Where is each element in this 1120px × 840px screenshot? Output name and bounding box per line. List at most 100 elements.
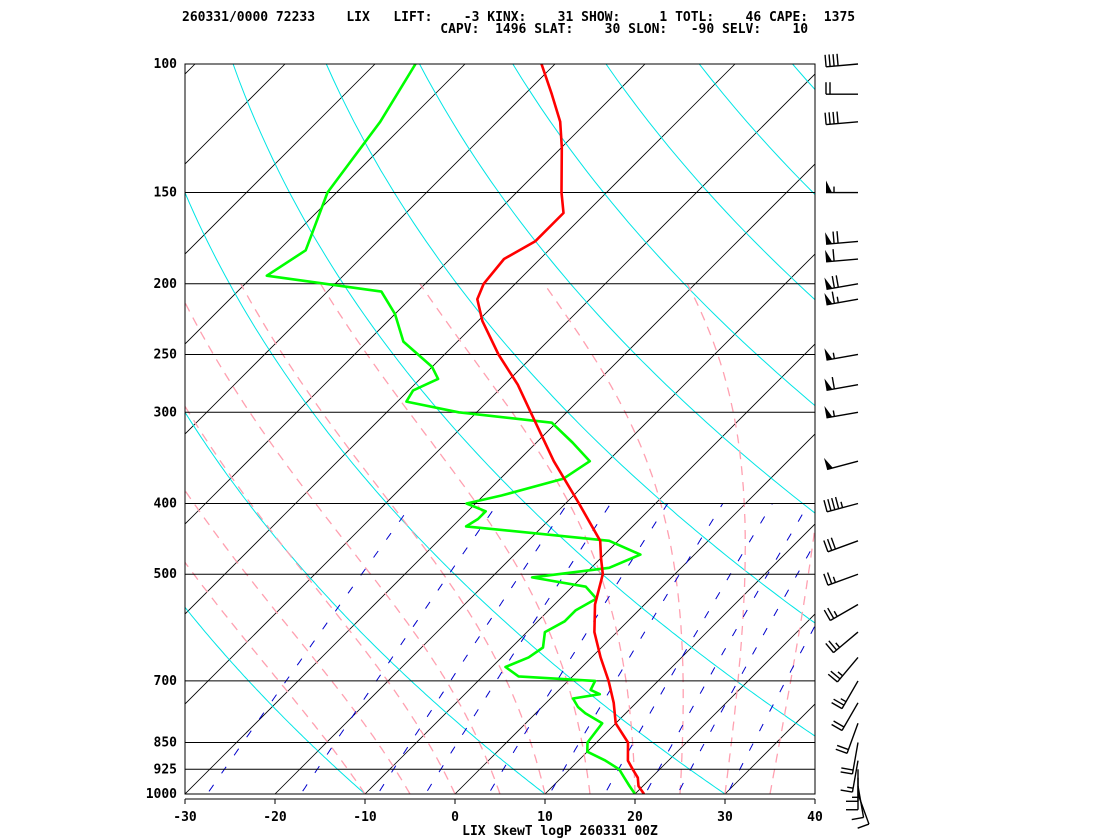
wind-barb	[824, 291, 859, 306]
wind-barb-half-flag	[837, 671, 844, 677]
wind-barb	[826, 180, 858, 194]
wind-barb-flag	[831, 376, 836, 390]
pressure-tick-label: 150	[154, 186, 178, 201]
wind-barb	[846, 769, 859, 802]
wind-barb-flag	[836, 53, 839, 66]
temperature-tick-label: 0	[451, 810, 459, 825]
wind-barb-flag	[823, 573, 829, 586]
mixing-ratio-line	[726, 624, 815, 794]
moist-adiabat-line	[185, 301, 501, 794]
wind-barb	[857, 793, 870, 829]
wind-barb-flag	[826, 572, 833, 585]
chart-profiles	[265, 64, 646, 794]
isotherm-line	[185, 64, 466, 345]
moist-adiabat-line	[543, 283, 684, 794]
wind-barb-half-flag	[832, 352, 836, 359]
mixing-ratio-line	[644, 503, 810, 794]
dry-adiabat-line	[185, 191, 726, 794]
wind-barb-flag	[828, 54, 831, 67]
pressure-tick-label: 1000	[146, 787, 177, 802]
chart-footer: LIX SkewT logP 260331 00Z	[462, 824, 658, 839]
wind-barb-half-flag	[835, 642, 841, 648]
pressure-tick-label: 850	[154, 735, 178, 750]
wind-barb	[824, 111, 859, 126]
chart-grid	[0, 48, 815, 810]
isotherm-line	[185, 64, 646, 525]
wind-barb-staff	[846, 723, 859, 754]
wind-barb-staff	[826, 384, 859, 391]
wind-barb	[824, 406, 859, 419]
moist-adiabat-line	[769, 522, 815, 794]
wind-barb-flag	[825, 642, 835, 654]
wind-barb-pennant	[824, 378, 833, 391]
wind-barb-staff	[826, 411, 859, 419]
temperature-tick-label: 20	[627, 810, 643, 825]
wind-barb	[831, 702, 859, 732]
wind-barb	[825, 82, 858, 95]
mixing-ratio-line	[676, 541, 815, 794]
dry-adiabat-line	[791, 64, 815, 91]
wind-barb-flag	[836, 231, 839, 244]
wind-barb	[823, 457, 859, 471]
wind-barb-flag	[823, 540, 829, 553]
wind-barb-flag	[827, 498, 832, 511]
moist-adiabat-line	[419, 283, 636, 794]
wind-barb	[825, 231, 859, 245]
isotherm-line	[454, 433, 815, 794]
isotherm-line	[0, 48, 121, 810]
dewpoint-profile-line	[265, 64, 642, 794]
wind-barb-staff	[827, 573, 859, 586]
wind-barb-flag	[833, 698, 845, 706]
wind-barb-pennant	[826, 180, 832, 193]
isotherm-line	[185, 64, 736, 615]
wind-barb-staff	[841, 680, 859, 709]
wind-barb	[835, 723, 859, 754]
wind-barb	[823, 603, 859, 622]
wind-barb-pennant	[823, 457, 833, 470]
wind-barb-flag	[832, 111, 835, 124]
wind-barb-flag	[832, 231, 835, 244]
pressure-tick-label: 250	[154, 347, 178, 362]
dry-adiabat-line	[698, 64, 815, 196]
wind-barb-flag	[851, 816, 864, 821]
wind-barb-flag	[824, 112, 827, 125]
wind-barb-flag	[836, 744, 849, 751]
wind-barb-half-flag	[832, 410, 836, 417]
wind-barb-staff	[827, 540, 859, 553]
mixing-ratio-line	[206, 503, 413, 794]
wind-barb	[824, 275, 859, 290]
wind-barb-staff	[851, 760, 859, 793]
isotherm-line	[544, 523, 815, 794]
wind-barb-flag	[827, 607, 835, 619]
temperature-tick-label: -30	[173, 810, 197, 825]
temperature-tick-label: 40	[807, 810, 823, 825]
moist-adiabat-line	[185, 405, 456, 794]
wind-barb	[824, 376, 859, 391]
wind-barb-flag	[834, 496, 840, 509]
chart-frame	[184, 63, 816, 804]
dry-adiabat-line	[185, 606, 366, 794]
header-line-2: CAPV: 1496 SLAT: 30 SLON: -90 SELV: 10	[182, 22, 809, 37]
wind-barb-staff	[826, 298, 859, 306]
wind-barb-staff	[829, 603, 859, 622]
isotherm-line	[185, 64, 376, 255]
pressure-tick-label: 700	[154, 674, 178, 689]
wind-barb-flag	[824, 54, 827, 67]
wind-barb-staff	[836, 656, 859, 683]
wind-barb-staff	[826, 353, 859, 361]
moist-adiabat-line	[185, 561, 366, 794]
isotherm-line	[185, 64, 196, 75]
wind-barb-flag	[832, 249, 835, 262]
plot-border	[184, 63, 816, 795]
mixing-ratio-line	[377, 503, 568, 794]
temperature-profile-line	[475, 64, 646, 794]
temperature-tick-label: 30	[717, 810, 733, 825]
wind-barb-flag	[831, 291, 836, 304]
dry-adiabat-line	[512, 64, 815, 407]
mixing-ratio-line	[487, 503, 669, 794]
wind-barb-flag	[830, 537, 837, 550]
wind-barb	[824, 348, 859, 361]
isotherm-line	[274, 253, 815, 794]
wind-barb-pennant	[825, 249, 833, 262]
